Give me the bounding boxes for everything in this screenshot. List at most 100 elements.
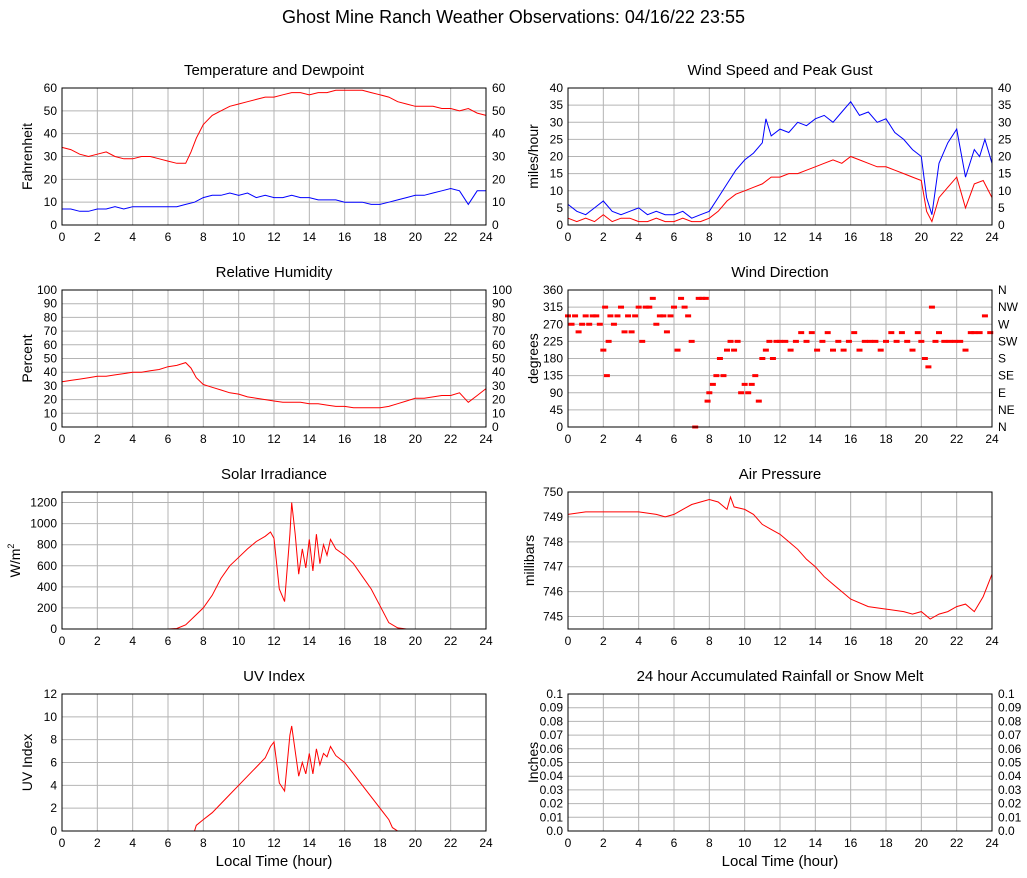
right-tick-label: 10 (492, 195, 506, 209)
x-tick-label: 6 (165, 432, 172, 446)
right-tick-label: 20 (492, 393, 506, 407)
wind-direction-point (660, 314, 667, 318)
x-tick-label: 20 (409, 432, 423, 446)
wind-direction-point (628, 330, 635, 334)
x-tick-label: 18 (879, 432, 893, 446)
wind-direction-point (706, 391, 713, 395)
x-tick-label: 2 (600, 432, 607, 446)
y-axis-label-text: UV Index (19, 734, 35, 792)
chart-title: 24 hour Accumulated Rainfall or Snow Mel… (637, 668, 925, 685)
right-tick-label: E (998, 386, 1006, 400)
wind-direction-point (861, 339, 868, 343)
plot-frame (567, 693, 993, 832)
x-tick-label: 6 (671, 634, 678, 648)
x-tick-label: 16 (844, 432, 858, 446)
wind-direction-point (610, 322, 617, 326)
x-tick-label: 0 (59, 836, 66, 850)
y-axis-label: Percent (19, 334, 35, 382)
wind-direction-point (883, 339, 889, 343)
x-tick-label: 22 (950, 230, 964, 244)
y-tick-label: 30 (550, 115, 564, 129)
wind-direction-point (674, 348, 681, 352)
wind-direction-point (893, 339, 900, 343)
y-tick-label: 8 (50, 733, 57, 747)
y-tick-label: 745 (543, 610, 563, 624)
x-tick-label: 0 (565, 634, 572, 648)
x-tick-label: 14 (303, 432, 317, 446)
wind-direction-point (941, 339, 948, 343)
wind-direction-point (769, 357, 776, 360)
x-tick-label: 12 (773, 836, 787, 850)
wind-direction-point (782, 339, 789, 343)
x-tick-label: 4 (635, 836, 642, 850)
right-tick-label: 20 (998, 150, 1012, 164)
x-tick-label: 18 (373, 432, 387, 446)
y-axis-label: Fahrenheit (19, 123, 35, 190)
y-axis-label-text: millibars (521, 535, 537, 586)
plot-frame (61, 693, 487, 832)
right-tick-label: 25 (998, 132, 1012, 146)
x-tick-label: 8 (200, 432, 207, 446)
x-tick-label: 22 (444, 836, 458, 850)
series-line-red (567, 495, 993, 620)
y-tick-label: 225 (543, 334, 563, 348)
y-tick-label: 0 (556, 420, 563, 434)
wind-direction-point (928, 305, 935, 309)
right-tick-label: 0.07 (998, 728, 1022, 742)
y-tick-label: 10 (44, 406, 58, 420)
x-tick-label: 18 (879, 634, 893, 648)
x-tick-label: 16 (338, 836, 352, 850)
wind-direction-point (589, 314, 596, 318)
y-axis-label-text: degrees (525, 333, 541, 384)
wind-direction-point (656, 314, 663, 318)
wind-direction-point (877, 348, 884, 352)
right-tick-label: NW (998, 300, 1019, 314)
y-tick-label: 50 (44, 104, 58, 118)
x-tick-label: 22 (950, 432, 964, 446)
y-tick-label: 4 (50, 778, 57, 792)
wind-direction-point (766, 339, 773, 343)
x-tick-label: 8 (706, 634, 713, 648)
right-tick-label: W (998, 317, 1010, 331)
x-tick-label: 12 (267, 836, 281, 850)
wind-direction-point (646, 305, 653, 309)
right-tick-label: 50 (492, 104, 506, 118)
y-axis-label-text: Fahrenheit (19, 123, 35, 190)
y-axis-label-superscript: 2 (6, 544, 16, 549)
wind-direction-point (741, 382, 748, 386)
x-tick-label: 16 (338, 634, 352, 648)
x-tick-label: 2 (94, 836, 101, 850)
y-tick-label: 0.0 (546, 824, 563, 838)
wind-direction-point (663, 330, 670, 334)
x-tick-label: 14 (809, 230, 823, 244)
y-tick-label: 0.05 (540, 756, 564, 770)
y-tick-label: 2 (50, 801, 57, 815)
x-tick-label: 24 (479, 836, 493, 850)
wind-direction-point (575, 330, 582, 334)
x-tick-label: 10 (738, 230, 752, 244)
x-tick-label: 4 (635, 432, 642, 446)
x-tick-label: 24 (985, 432, 999, 446)
y-axis-label: UV Index (19, 734, 35, 792)
y-tick-label: 0.03 (540, 783, 564, 797)
x-tick-label: 16 (338, 230, 352, 244)
wind-direction-point (653, 322, 660, 326)
x-tick-label: 2 (94, 634, 101, 648)
y-tick-label: 35 (550, 98, 564, 112)
wind-direction-point (720, 374, 727, 378)
y-axis-label: millibars (521, 535, 537, 586)
wind-direction-point (914, 331, 921, 335)
right-tick-label: N (998, 420, 1007, 434)
wind-direction-point (792, 339, 799, 343)
y-tick-label: 15 (550, 167, 564, 181)
y-tick-label: 10 (550, 184, 564, 198)
wind-direction-point (835, 339, 842, 343)
y-tick-label: 600 (37, 559, 57, 573)
x-tick-label: 18 (373, 230, 387, 244)
x-tick-label: 24 (985, 230, 999, 244)
y-tick-label: 0.06 (540, 742, 564, 756)
wind-direction-point (667, 314, 674, 318)
y-tick-label: 10 (44, 710, 58, 724)
